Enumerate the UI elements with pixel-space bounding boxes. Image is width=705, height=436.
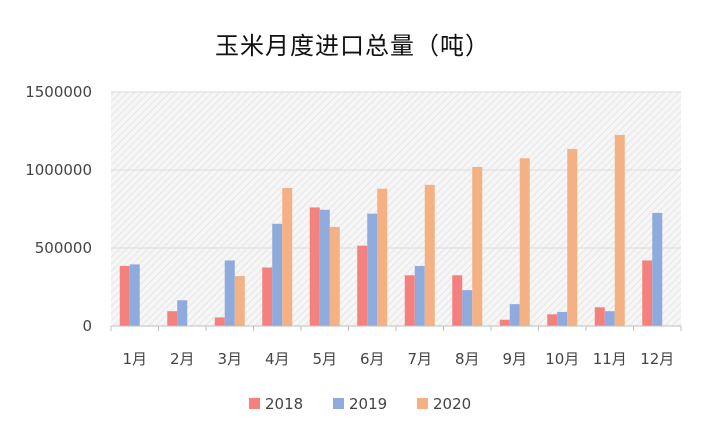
bar-2020-11月 — [614, 134, 625, 326]
bar-2019-2月 — [177, 300, 188, 326]
bar-2020-10月 — [567, 148, 578, 326]
x-tick-label: 9月 — [502, 350, 527, 368]
x-tick-label: 10月 — [545, 350, 579, 368]
bar-2018-6月 — [357, 245, 368, 326]
bar-2019-3月 — [224, 260, 235, 326]
bar-2019-11月 — [604, 311, 615, 326]
bar-2019-7月 — [414, 265, 425, 326]
legend-swatch-2020 — [417, 398, 428, 409]
legend-label-2019: 2019 — [349, 395, 387, 413]
y-tick-label: 0 — [82, 317, 92, 335]
bar-2020-7月 — [424, 184, 435, 326]
legend-label-2020: 2020 — [433, 395, 471, 413]
bar-2020-4月 — [282, 187, 293, 326]
x-tick-label: 1月 — [122, 350, 147, 368]
x-tick-label: 7月 — [407, 350, 432, 368]
bar-2018-2月 — [167, 311, 178, 326]
bar-2020-8月 — [472, 166, 483, 326]
bar-2018-10月 — [547, 314, 558, 326]
y-tick-label: 1500000 — [25, 83, 92, 101]
bar-2018-1月 — [119, 265, 130, 326]
x-tick-label: 5月 — [312, 350, 337, 368]
legend: 2018 2019 2020 — [249, 395, 471, 413]
bar-2019-12月 — [652, 212, 663, 326]
bar-2020-9月 — [519, 158, 530, 326]
bar-2018-12月 — [642, 260, 653, 326]
bar-2020-5月 — [329, 226, 340, 326]
bar-2020-3月 — [234, 276, 245, 326]
y-tick-label: 500000 — [35, 239, 92, 257]
x-tick-label: 6月 — [360, 350, 385, 368]
chart-title: 玉米月度进口总量（吨） — [215, 32, 490, 60]
bar-2018-3月 — [214, 317, 225, 326]
bar-2018-5月 — [309, 207, 320, 326]
bar-2018-4月 — [262, 267, 273, 326]
bar-2019-1月 — [129, 264, 140, 326]
legend-label-2018: 2018 — [265, 395, 303, 413]
bar-2019-4月 — [272, 223, 283, 326]
x-tick-label: 2月 — [170, 350, 195, 368]
x-tick-label: 3月 — [217, 350, 242, 368]
y-axis: 0 500000 1000000 1500000 — [25, 83, 92, 335]
grid-lines — [111, 91, 681, 249]
bar-2019-5月 — [319, 209, 330, 326]
bar-2018-8月 — [452, 275, 463, 326]
legend-swatch-2019 — [333, 398, 344, 409]
y-tick-label: 1000000 — [25, 161, 92, 179]
bars — [119, 134, 663, 326]
bar-2019-10月 — [557, 311, 568, 326]
bar-2019-6月 — [367, 213, 378, 326]
legend-swatch-2018 — [249, 398, 260, 409]
x-tick-label: 8月 — [455, 350, 480, 368]
bar-2018-11月 — [594, 307, 605, 326]
plot-area — [111, 92, 681, 326]
bar-2019-9月 — [509, 304, 520, 326]
bar-2020-6月 — [377, 188, 388, 326]
bar-2019-8月 — [462, 290, 473, 326]
x-tick-label: 11月 — [593, 350, 627, 368]
x-tick-label: 4月 — [265, 350, 290, 368]
bar-2018-9月 — [499, 319, 510, 326]
bar-2018-7月 — [404, 275, 415, 326]
x-tick-labels: 1月 2月 3月 4月 5月 6月 7月 8月 9月 10月 11月 12月 — [110, 326, 682, 368]
x-tick-label: 12月 — [640, 350, 674, 368]
